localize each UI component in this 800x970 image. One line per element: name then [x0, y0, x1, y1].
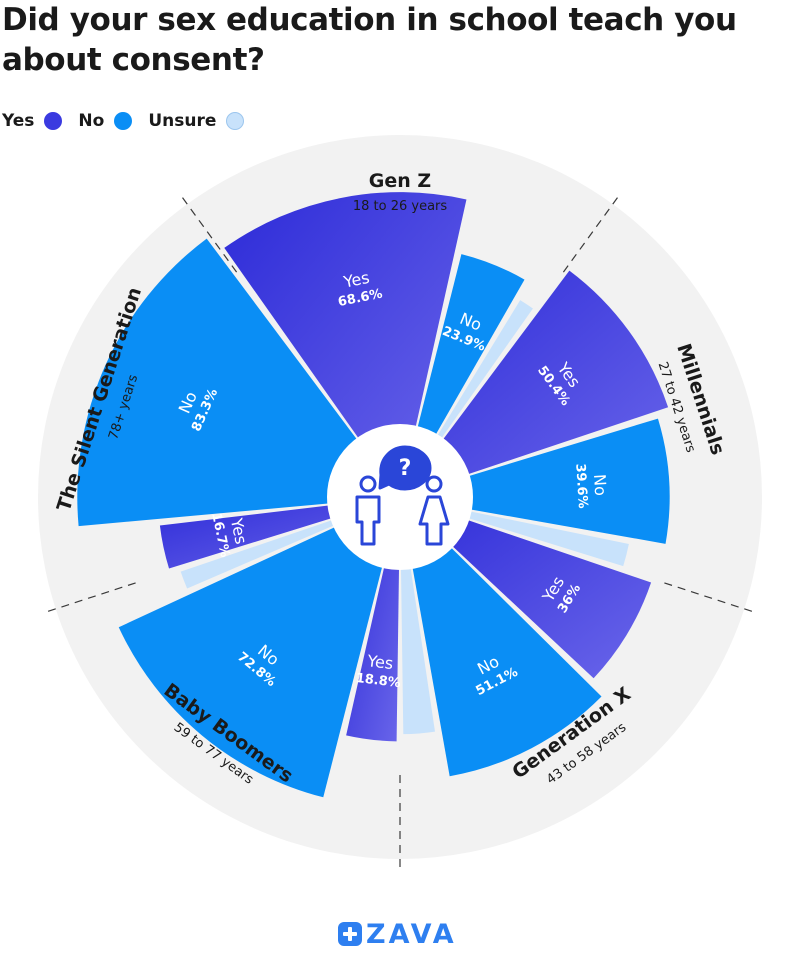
- divider-1: [562, 197, 618, 273]
- legend-swatch-yes: [44, 112, 63, 130]
- center-badge: ?: [327, 424, 473, 570]
- legend-item-unsure: Unsure: [148, 111, 245, 131]
- page-title: Did your sex education in school teach y…: [2, 2, 737, 78]
- consent-question-people-icon: [355, 445, 450, 546]
- center-circle: [327, 424, 473, 570]
- wedge-generation-x-yes: [400, 497, 652, 679]
- consent-chart: Yes68.6%No23.9%Yes50.4%No39.6%Yes36%No51…: [38, 135, 762, 867]
- divider-0: [182, 197, 238, 273]
- wedge-generation-x-no: [400, 497, 602, 777]
- brand-name: ZAVA: [366, 918, 457, 950]
- legend-label-yes: Yes: [2, 111, 35, 131]
- wedge-millennials-no: [400, 418, 670, 544]
- group-age-0: 18 to 26 years: [353, 199, 448, 214]
- wedge-baby-boomers-no: [118, 497, 400, 798]
- plus-cross-icon: [338, 922, 362, 946]
- legend-swatch-no: [114, 112, 133, 130]
- wedge-label-millennials-no: No39.6%: [572, 462, 611, 509]
- wedge-label-baby-boomers-yes: Yes18.8%: [355, 650, 404, 691]
- legend: Yes No Unsure: [2, 108, 260, 134]
- group-dividers: [47, 197, 753, 867]
- question-mark: ?: [399, 456, 412, 481]
- wedge-millennials-yes: [400, 270, 669, 497]
- legend-label-no: No: [78, 111, 105, 131]
- legend-label-unsure: Unsure: [148, 111, 217, 131]
- legend-item-yes: Yes: [2, 111, 63, 131]
- divider-4: [47, 582, 136, 612]
- divider-2: [664, 582, 753, 612]
- wedge-gen-z-yes: [224, 192, 467, 497]
- legend-item-no: No: [78, 111, 133, 131]
- group-name-0: Gen Z: [369, 170, 431, 192]
- legend-swatch-unsure: [226, 112, 245, 130]
- wedge-the-silent-generation-no: [77, 238, 400, 527]
- zava-logo: ZAVA: [338, 917, 468, 951]
